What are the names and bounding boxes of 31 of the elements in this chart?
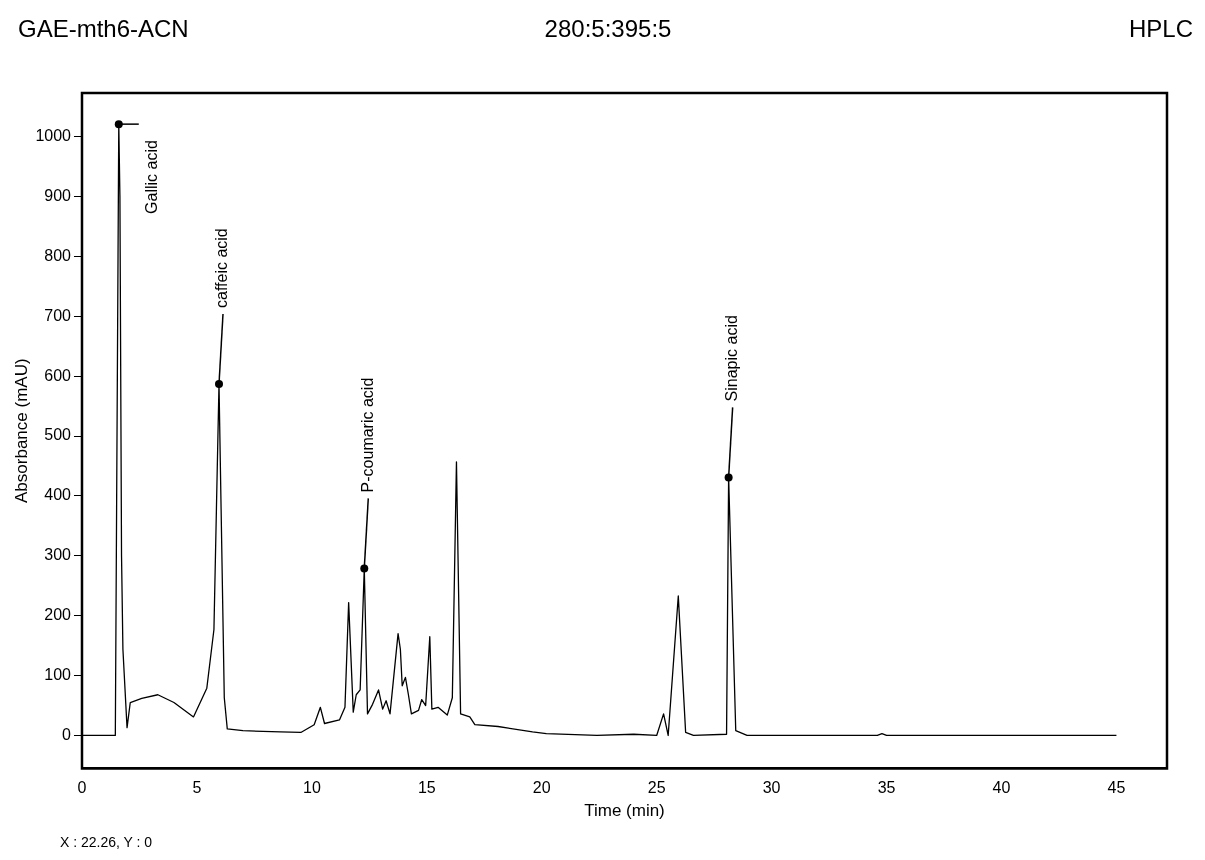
text: HPLC bbox=[1128, 14, 1193, 42]
x-tick-label: 10 bbox=[302, 779, 321, 797]
x-tick-label: 15 bbox=[417, 779, 436, 797]
y-tick-label: 500 bbox=[44, 426, 72, 444]
annotation: Sinapic acid bbox=[723, 315, 741, 402]
annotation: Gallic acid bbox=[143, 140, 161, 214]
x-tick-label: 45 bbox=[1107, 779, 1126, 797]
chart-subtitle: 280:5:395:5 bbox=[544, 14, 672, 42]
x-tick-label: 30 bbox=[762, 779, 781, 797]
y-tick-label: 200 bbox=[44, 606, 72, 624]
x-tick-label: 20 bbox=[532, 779, 551, 797]
x-tick-label: 35 bbox=[877, 779, 896, 797]
annotation: P-coumaric acid bbox=[358, 377, 376, 493]
y-tick-label: 900 bbox=[44, 186, 72, 204]
annotation: caffeic acid bbox=[213, 228, 231, 308]
x-axis-title: Time (min) bbox=[584, 801, 665, 821]
y-tick-label: 400 bbox=[44, 486, 72, 504]
y-tick-label: 600 bbox=[44, 366, 72, 384]
y-tick-label: 300 bbox=[44, 546, 72, 564]
chart-title: GAE-mth6-ACN bbox=[18, 14, 189, 42]
x-tick-label: 25 bbox=[647, 779, 666, 797]
y-tick-label: 100 bbox=[44, 666, 72, 683]
x-tick-label: 0 bbox=[77, 779, 87, 797]
y-tick-label: 0 bbox=[62, 725, 72, 743]
y-tick-label: 1000 bbox=[35, 127, 72, 145]
y-tick-label: 700 bbox=[44, 306, 72, 324]
x-tick-label: 40 bbox=[992, 779, 1011, 797]
y-tick-label: 800 bbox=[44, 246, 72, 264]
x-tick-label: 5 bbox=[192, 779, 202, 797]
y-axis-title: Absorbance (mAU) bbox=[11, 358, 31, 503]
text: X : 22.26, Y : 0 bbox=[60, 833, 153, 850]
